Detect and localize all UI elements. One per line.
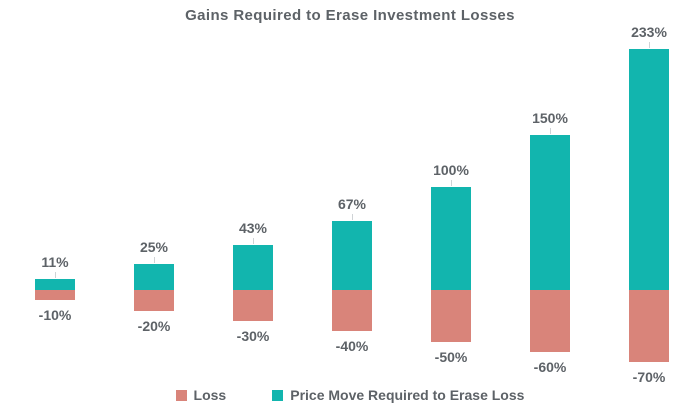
loss-bar-segment bbox=[332, 290, 372, 331]
label-leader-line bbox=[549, 128, 551, 134]
gain-label: 43% bbox=[238, 220, 268, 236]
loss-bar-segment bbox=[233, 290, 273, 321]
legend-item-gain: Price Move Required to Erase Loss bbox=[272, 387, 524, 403]
gain-bar-segment bbox=[134, 264, 174, 290]
loss-label: -10% bbox=[38, 307, 72, 323]
gain-label: 67% bbox=[337, 196, 367, 212]
loss-bar-segment bbox=[35, 290, 75, 300]
gain-swatch-icon bbox=[272, 389, 284, 401]
gain-label: 100% bbox=[433, 162, 469, 178]
loss-bar-segment bbox=[530, 290, 570, 352]
loss-label: -60% bbox=[533, 359, 567, 375]
label-leader-line bbox=[648, 42, 650, 48]
gain-bar-segment bbox=[35, 279, 75, 290]
gain-bar-segment bbox=[431, 187, 471, 290]
legend-item-loss: Loss bbox=[175, 387, 227, 403]
gain-bar-segment bbox=[332, 221, 372, 290]
loss-swatch-icon bbox=[175, 389, 187, 401]
chart-title: Gains Required to Erase Investment Losse… bbox=[185, 7, 515, 24]
loss-label: -50% bbox=[434, 349, 468, 365]
legend-label-loss: Loss bbox=[193, 387, 227, 403]
loss-label: -30% bbox=[236, 328, 270, 344]
loss-label: -70% bbox=[632, 369, 666, 385]
label-leader-line bbox=[153, 257, 155, 263]
gain-bar-segment bbox=[629, 49, 669, 290]
loss-label: -20% bbox=[137, 318, 171, 334]
label-leader-line bbox=[450, 180, 452, 186]
gain-bar-segment bbox=[530, 135, 570, 290]
gain-label: 233% bbox=[631, 24, 667, 40]
gain-label: 11% bbox=[41, 254, 69, 270]
label-leader-line bbox=[54, 272, 56, 278]
chart-legend: Loss Price Move Required to Erase Loss bbox=[0, 387, 700, 403]
loss-bar-segment bbox=[134, 290, 174, 311]
plot-area: 11% -10% 25% -20% 43% -30% 67% -40% 100% -50% 150%… bbox=[35, 24, 669, 385]
loss-label: -40% bbox=[335, 338, 369, 354]
label-leader-line bbox=[351, 214, 353, 220]
loss-bar-segment bbox=[431, 290, 471, 342]
gain-label: 25% bbox=[139, 239, 169, 255]
label-leader-line bbox=[252, 238, 254, 244]
gain-label: 150% bbox=[532, 110, 568, 126]
legend-label-gain: Price Move Required to Erase Loss bbox=[290, 387, 525, 403]
gain-bar-segment bbox=[233, 245, 273, 290]
loss-bar-segment bbox=[629, 290, 669, 362]
